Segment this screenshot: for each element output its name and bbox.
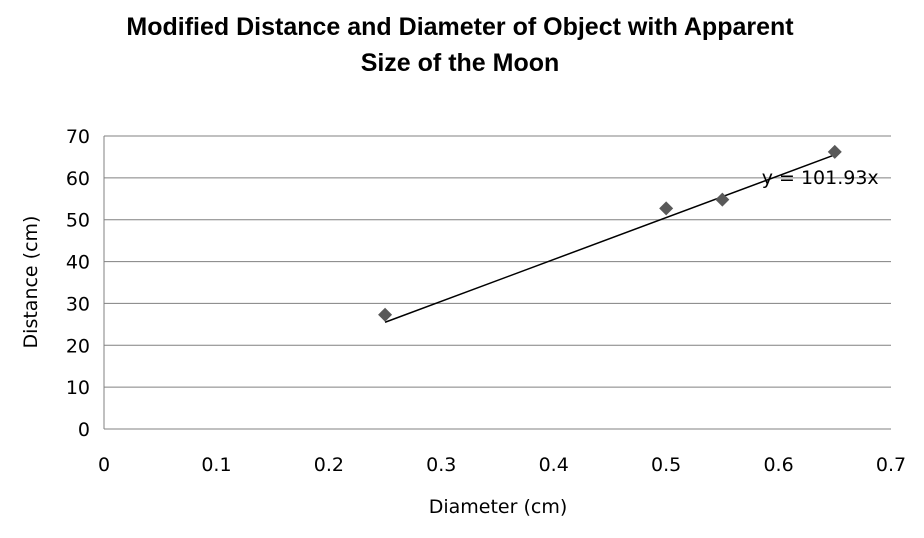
y-tick-label: 70 [66,126,90,148]
x-tick-label: 0.1 [201,454,231,476]
trendline [384,154,836,323]
x-tick-label: 0.2 [314,454,344,476]
data-points [378,144,842,322]
x-axis-label: Diameter (cm) [429,496,568,518]
annotations: y = 101.93x [762,167,879,189]
y-axis-label: Distance (cm) [20,216,42,349]
gridlines [104,135,891,388]
data-point [827,144,842,159]
y-tick-label: 0 [78,419,90,441]
y-tick-label: 20 [66,335,90,357]
y-tick-label: 50 [66,210,90,232]
y-tick-label: 30 [66,293,90,315]
chart-title-line-1: Modified Distance and Diameter of Object… [126,13,794,41]
y-tick-label: 10 [66,377,90,399]
x-tick-label: 0.5 [651,454,681,476]
x-tick-label: 0.4 [539,454,569,476]
x-tick-label: 0.3 [426,454,456,476]
trendline-equation: y = 101.93x [762,167,879,189]
x-tick-label: 0.7 [876,454,906,476]
y-tick-label: 60 [66,168,90,190]
x-tick-label: 0 [98,454,110,476]
chart-title-line-2: Size of the Moon [361,49,560,77]
data-point [659,201,674,216]
y-tick-label: 40 [66,252,90,274]
axes [103,136,891,430]
x-tick-label: 0.6 [763,454,793,476]
y-tick-labels: 0 10 20 30 40 50 60 70 [66,126,90,441]
trendline-layer [384,154,836,323]
data-point [715,192,730,207]
data-point [378,307,393,322]
x-tick-labels: 0 0.1 0.2 0.3 0.4 0.5 0.6 0.7 [98,454,906,476]
